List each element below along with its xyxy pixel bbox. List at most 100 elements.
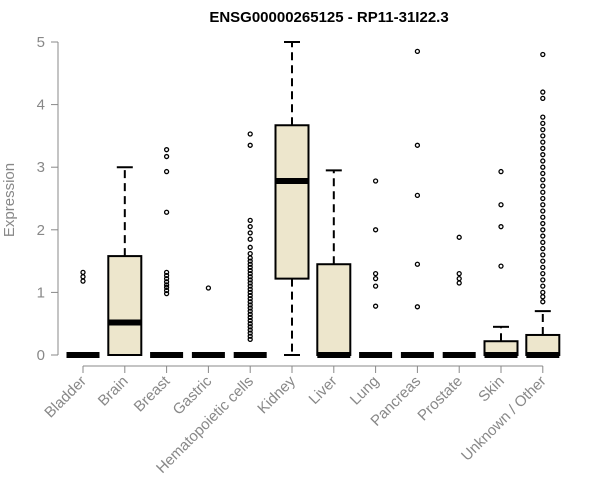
y-tick-label: 1 xyxy=(37,284,45,301)
box-group-pancreas xyxy=(400,48,434,358)
y-tick-label: 2 xyxy=(37,222,45,239)
outlier-point xyxy=(163,279,170,285)
box-group-bladder xyxy=(66,269,100,358)
outlier-point xyxy=(540,233,546,239)
x-tick-label: Skin xyxy=(475,373,508,406)
outlier-point xyxy=(456,270,462,277)
outlier-point xyxy=(540,145,546,152)
box-group-hematopoietic-cells xyxy=(233,131,267,358)
outlier-point xyxy=(247,283,253,289)
outlier-point xyxy=(540,208,546,214)
outlier-point xyxy=(540,164,546,170)
box-group-liver xyxy=(316,169,352,358)
outlier-point xyxy=(247,289,253,296)
outlier-point xyxy=(540,120,546,127)
outlier-point xyxy=(540,158,546,164)
outlier-point xyxy=(247,314,253,321)
outlier-point xyxy=(498,263,504,269)
x-tick-label: Kidney xyxy=(254,372,299,417)
outlier-point xyxy=(372,227,379,233)
outlier-point xyxy=(540,152,546,158)
outlier-point xyxy=(247,311,253,317)
box xyxy=(107,255,143,357)
outlier-point xyxy=(540,283,546,289)
outlier-point xyxy=(372,178,379,184)
y-tick-label: 5 xyxy=(37,34,45,51)
outlier-point xyxy=(540,245,546,252)
outlier-point xyxy=(247,236,253,242)
outlier-point xyxy=(540,133,546,139)
box-group-lung xyxy=(359,178,393,358)
box-group-breast xyxy=(150,147,184,358)
x-tick-label: Liver xyxy=(306,373,341,408)
outlier-point xyxy=(540,51,546,58)
box-group-gastric xyxy=(191,285,225,358)
outlier-point xyxy=(498,224,504,230)
outlier-point xyxy=(247,327,253,333)
outlier-point xyxy=(247,131,253,137)
box-group-unknown-other xyxy=(525,51,561,358)
outlier-point xyxy=(540,258,546,264)
outlier-point xyxy=(247,277,253,283)
box-group-kidney xyxy=(274,41,310,356)
outlier-point xyxy=(163,147,170,153)
outlier-point xyxy=(80,269,86,276)
outlier-point xyxy=(163,272,170,279)
outlier-point xyxy=(80,278,86,284)
outlier-point xyxy=(247,305,253,311)
outlier-point xyxy=(163,291,170,297)
outlier-point xyxy=(372,303,379,309)
outlier-point xyxy=(414,261,421,267)
outlier-point xyxy=(540,294,546,300)
outlier-point xyxy=(163,287,170,294)
outlier-point xyxy=(247,336,253,343)
outlier-point xyxy=(247,317,253,324)
box-series xyxy=(66,41,561,358)
outlier-point xyxy=(414,192,421,199)
outlier-point xyxy=(247,230,253,236)
box-group-skin xyxy=(483,168,519,358)
outlier-point xyxy=(247,296,253,302)
outlier-point xyxy=(247,217,253,224)
outlier-point xyxy=(540,214,546,220)
x-tick-label: Bladder xyxy=(41,373,90,422)
outlier-point xyxy=(247,258,253,264)
x-tick-label: Brain xyxy=(95,373,132,410)
outlier-point xyxy=(80,274,86,280)
outlier-point xyxy=(247,142,253,148)
outlier-point xyxy=(372,275,379,282)
outlier-point xyxy=(540,277,546,283)
outlier-point xyxy=(372,283,379,289)
outlier-point xyxy=(247,321,253,327)
outlier-point xyxy=(540,220,546,227)
outlier-point xyxy=(163,269,170,276)
outlier-point xyxy=(247,333,253,339)
outlier-point xyxy=(163,275,170,282)
outlier-point xyxy=(540,114,546,120)
y-tick-label: 3 xyxy=(37,159,45,176)
outlier-point xyxy=(498,168,504,175)
outlier-point xyxy=(540,170,546,177)
x-tick-label: Prostate xyxy=(414,373,466,425)
outlier-point xyxy=(247,274,253,280)
outlier-point xyxy=(540,183,546,189)
outlier-point xyxy=(540,177,546,183)
outlier-point xyxy=(540,289,546,296)
outlier-point xyxy=(414,304,421,310)
box xyxy=(525,333,561,356)
chart-title: ENSG00000265125 - RP11-31I22.3 xyxy=(209,9,448,26)
outlier-point xyxy=(163,168,170,175)
outlier-point xyxy=(247,286,253,292)
outlier-point xyxy=(205,285,212,291)
outlier-point xyxy=(540,239,546,245)
outlier-point xyxy=(540,252,546,258)
outlier-point xyxy=(456,234,462,240)
outlier-point xyxy=(163,153,170,160)
outlier-point xyxy=(247,299,253,305)
outlier-point xyxy=(163,282,170,288)
outlier-point xyxy=(540,89,546,95)
box-group-brain xyxy=(107,166,143,357)
outlier-point xyxy=(247,267,253,274)
